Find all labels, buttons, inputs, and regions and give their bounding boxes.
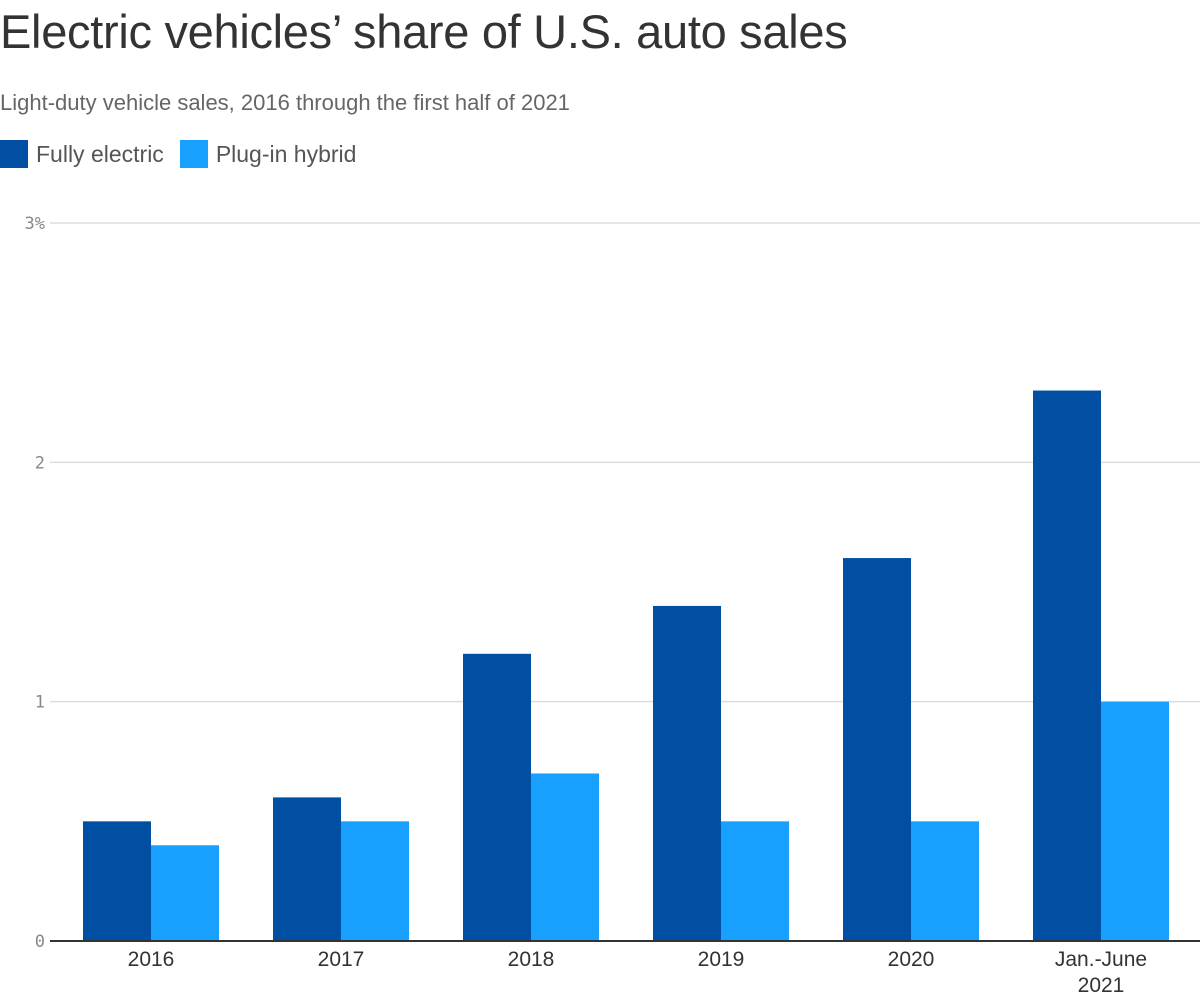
bar-plug-in-hybrid-4 bbox=[911, 821, 979, 941]
x-tick-label: 2021 bbox=[1078, 974, 1125, 996]
bar-plug-in-hybrid-2 bbox=[531, 773, 599, 941]
bar-fully-electric-2 bbox=[463, 653, 531, 941]
x-tick-label: 2019 bbox=[698, 948, 745, 971]
x-tick-label: 2016 bbox=[128, 948, 175, 971]
bar-fully-electric-0 bbox=[83, 821, 151, 941]
legend-item-fully-electric: Fully electric bbox=[0, 140, 164, 168]
y-tick-label: 1 bbox=[35, 693, 45, 713]
y-tick-label: 0 bbox=[35, 932, 45, 952]
x-tick-label: 2017 bbox=[318, 948, 365, 971]
x-tick-label: 2018 bbox=[508, 948, 555, 971]
legend: Fully electric Plug-in hybrid bbox=[0, 140, 372, 168]
bar-fully-electric-1 bbox=[273, 797, 341, 941]
legend-item-plug-in-hybrid: Plug-in hybrid bbox=[179, 140, 357, 168]
bar-plug-in-hybrid-1 bbox=[341, 821, 409, 941]
bar-fully-electric-4 bbox=[843, 558, 911, 941]
chart-subtitle: Light-duty vehicle sales, 2016 through t… bbox=[0, 90, 570, 115]
bar-fully-electric-3 bbox=[653, 605, 721, 941]
bar-fully-electric-5 bbox=[1033, 390, 1101, 941]
legend-label-fully-electric: Fully electric bbox=[36, 140, 164, 167]
bar-plug-in-hybrid-3 bbox=[721, 821, 789, 941]
legend-swatch-fully-electric bbox=[0, 140, 28, 168]
x-tick-label: Jan.-June bbox=[1055, 948, 1147, 971]
x-tick-label: 2020 bbox=[888, 948, 935, 971]
y-tick-label: 2 bbox=[35, 453, 45, 473]
bar-plug-in-hybrid-0 bbox=[151, 845, 219, 941]
bar-plug-in-hybrid-5 bbox=[1101, 701, 1169, 941]
y-tick-label: 3% bbox=[25, 214, 45, 234]
legend-swatch-plug-in-hybrid bbox=[179, 140, 208, 168]
legend-label-plug-in-hybrid: Plug-in hybrid bbox=[215, 140, 357, 167]
chart-title: Electric vehicles’ share of U.S. auto sa… bbox=[0, 5, 848, 58]
